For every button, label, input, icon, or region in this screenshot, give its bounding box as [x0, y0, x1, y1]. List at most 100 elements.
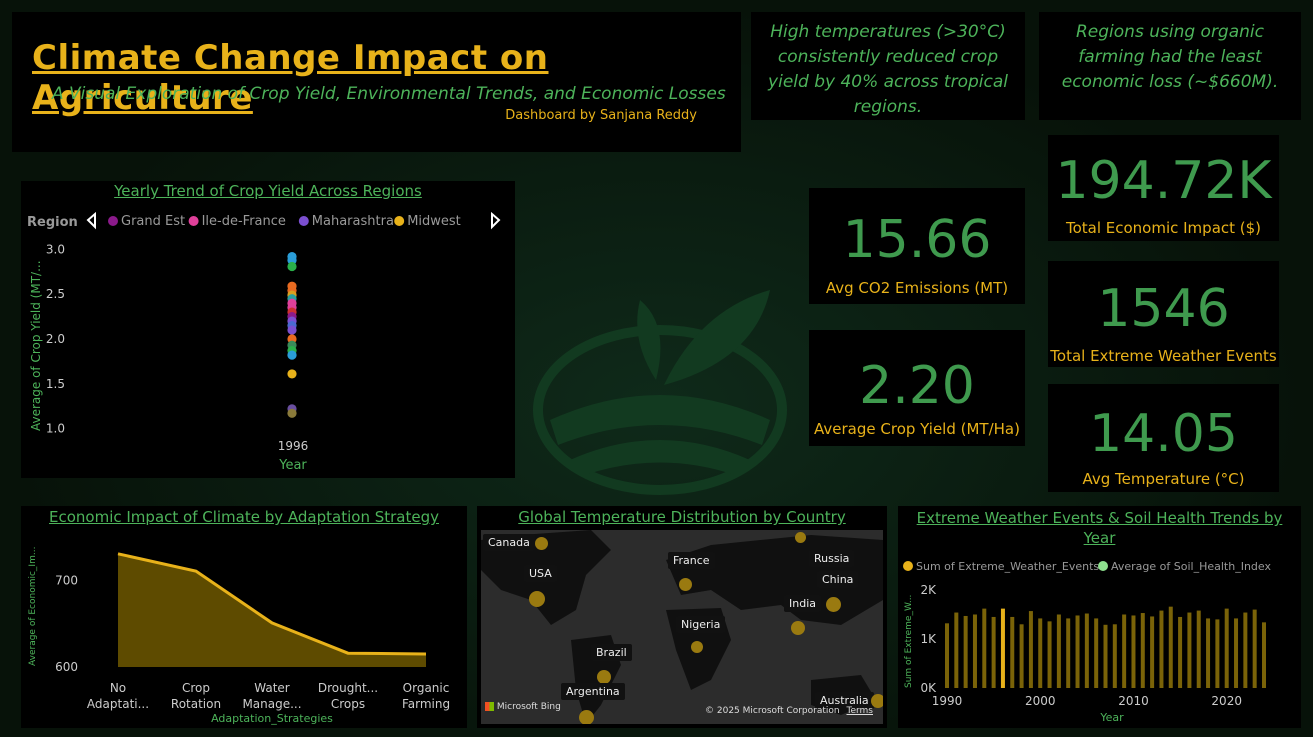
weather-bar[interactable] — [963, 615, 968, 688]
kpi-temperature-value: 14.05 — [1089, 404, 1238, 464]
map-dot-brazil[interactable] — [597, 670, 611, 684]
weather-bar[interactable] — [1262, 622, 1266, 688]
weather-bar[interactable] — [1075, 615, 1080, 688]
page-title: Climate Change Impact on Agriculture — [32, 38, 549, 118]
weather-bar[interactable] — [1178, 616, 1183, 688]
weather-legend-item[interactable]: Sum of Extreme_Weather_Events — [916, 560, 1099, 573]
adaptation-line — [117, 552, 427, 656]
weather-bar[interactable] — [1206, 618, 1211, 688]
insight-organic-text: Regions using organic farming had the le… — [1061, 22, 1279, 92]
weather-bar[interactable] — [1196, 610, 1201, 688]
temperature-map-panel: Global Temperature Distribution by Count… — [477, 506, 887, 728]
insight-temperature-card: High temperatures (>30°C) consistently r… — [751, 12, 1025, 120]
weather-bar[interactable] — [972, 614, 977, 689]
yield-point[interactable] — [287, 350, 297, 360]
weather-bar[interactable] — [1010, 616, 1015, 688]
byline: Dashboard by Sanjana Reddy — [505, 108, 697, 123]
weather-bar[interactable] — [1112, 624, 1117, 688]
yield-point[interactable] — [287, 408, 297, 418]
yield-point[interactable] — [287, 325, 297, 335]
weather-bar[interactable] — [1159, 610, 1164, 688]
weather-legend-item[interactable]: Average of Soil_Health_Index — [1111, 560, 1271, 573]
weather-bar[interactable] — [1019, 624, 1024, 688]
weather-bar[interactable] — [982, 608, 987, 688]
weather-bar[interactable] — [1187, 612, 1192, 688]
kpi-co2-card: 15.66 Avg CO2 Emissions (MT) — [809, 188, 1025, 304]
weather-bar[interactable] — [1168, 606, 1173, 688]
bing-logo: Microsoft Bing — [485, 702, 561, 712]
weather-bar[interactable] — [1047, 621, 1052, 688]
weather-x-tick: 1990 — [932, 694, 963, 708]
yield-trend-chart-title[interactable]: Yearly Trend of Crop Yield Across Region… — [114, 182, 422, 200]
map-dot-usa[interactable] — [529, 591, 545, 607]
weather-bar[interactable] — [1122, 614, 1127, 689]
weather-x-tick: 2020 — [1211, 694, 1242, 708]
weather-bar[interactable] — [1028, 611, 1033, 688]
kpi-crop-yield-card: 2.20 Average Crop Yield (MT/Ha) — [809, 330, 1025, 446]
header-panel: Climate Change Impact on Agriculture A V… — [12, 12, 741, 152]
map-label-india: India — [784, 595, 821, 612]
weather-soil-chart-title[interactable]: Extreme Weather Events & Soil Health Tre… — [916, 509, 1283, 547]
weather-bar[interactable] — [1224, 608, 1229, 688]
yield-legend-marker — [298, 216, 309, 226]
map-dot-china[interactable] — [826, 597, 841, 612]
yield-point[interactable] — [287, 261, 297, 272]
map-terms-link[interactable]: Terms — [846, 706, 873, 716]
map-dot-nigeria[interactable] — [691, 641, 703, 653]
weather-bar[interactable] — [1056, 614, 1061, 689]
map-label-argentina: Argentina — [561, 683, 625, 700]
yield-y-tick: 1.0 — [46, 422, 65, 436]
yield-legend-item[interactable]: Maharashtra — [312, 214, 394, 229]
yield-y-tick: 2.5 — [46, 287, 65, 301]
yield-legend-item[interactable]: Ile-de-France — [202, 214, 286, 229]
kpi-weather-events-card: 1546 Total Extreme Weather Events — [1048, 261, 1279, 367]
map-label-china: China — [817, 571, 859, 588]
yield-legend-item[interactable]: Midwest — [407, 214, 461, 229]
world-map[interactable]: Canada USA France Russia China India Nig… — [481, 530, 883, 724]
weather-bar[interactable] — [1234, 618, 1239, 688]
legend-next-arrow-icon[interactable] — [491, 211, 501, 230]
adaptation-y-tick: 700 — [55, 574, 78, 588]
yield-legend-marker — [394, 216, 405, 226]
kpi-weather-events-value: 1546 — [1097, 279, 1230, 339]
kpi-co2-value: 15.66 — [842, 210, 992, 270]
weather-bar[interactable] — [1038, 618, 1043, 688]
map-dot-france[interactable] — [679, 578, 692, 591]
map-dot-russia[interactable] — [795, 532, 806, 543]
weather-bar[interactable] — [1084, 613, 1089, 688]
temperature-map-title[interactable]: Global Temperature Distribution by Count… — [518, 508, 846, 526]
weather-bar[interactable] — [1215, 619, 1220, 688]
weather-bar[interactable] — [1000, 608, 1005, 688]
weather-bar[interactable] — [945, 623, 949, 688]
map-dot-argentina[interactable] — [579, 710, 594, 724]
weather-bar[interactable] — [1243, 612, 1248, 688]
weather-bar[interactable] — [1066, 618, 1071, 688]
kpi-crop-yield-value: 2.20 — [859, 356, 975, 416]
weather-bar[interactable] — [1140, 613, 1145, 688]
weather-bar[interactable] — [1094, 618, 1099, 688]
bing-logo-text: Microsoft Bing — [496, 702, 561, 712]
map-dot-australia[interactable] — [871, 694, 883, 708]
weather-bar[interactable] — [1150, 616, 1155, 688]
adaptation-category-label: Water Manage... — [242, 681, 301, 711]
yield-legend-item[interactable]: Grand Est — [121, 214, 185, 229]
adaptation-chart-title[interactable]: Economic Impact of Climate by Adaptation… — [49, 508, 439, 526]
kpi-temperature-card: 14.05 Avg Temperature (°C) — [1048, 384, 1279, 492]
kpi-temperature-label: Avg Temperature (°C) — [1082, 470, 1245, 488]
weather-legend-marker — [1098, 561, 1108, 571]
yield-point[interactable] — [287, 369, 297, 379]
weather-legend-marker — [903, 561, 913, 571]
yield-y-tick: 3.0 — [46, 242, 65, 256]
legend-prev-arrow-icon[interactable] — [86, 211, 96, 230]
weather-bar[interactable] — [991, 616, 996, 688]
map-dot-canada[interactable] — [535, 537, 548, 550]
map-label-brazil: Brazil — [591, 644, 632, 661]
weather-bar[interactable] — [1131, 615, 1136, 688]
weather-bar[interactable] — [954, 612, 959, 688]
weather-bar[interactable] — [1103, 624, 1108, 688]
map-dot-india[interactable] — [791, 621, 805, 635]
insight-temperature-text: High temperatures (>30°C) consistently r… — [768, 22, 1008, 117]
weather-bar[interactable] — [1252, 609, 1257, 688]
yield-trend-chart-panel: Yearly Trend of Crop Yield Across Region… — [21, 181, 515, 478]
page-subtitle: A Visual Exploration of Crop Yield, Envi… — [52, 84, 726, 104]
